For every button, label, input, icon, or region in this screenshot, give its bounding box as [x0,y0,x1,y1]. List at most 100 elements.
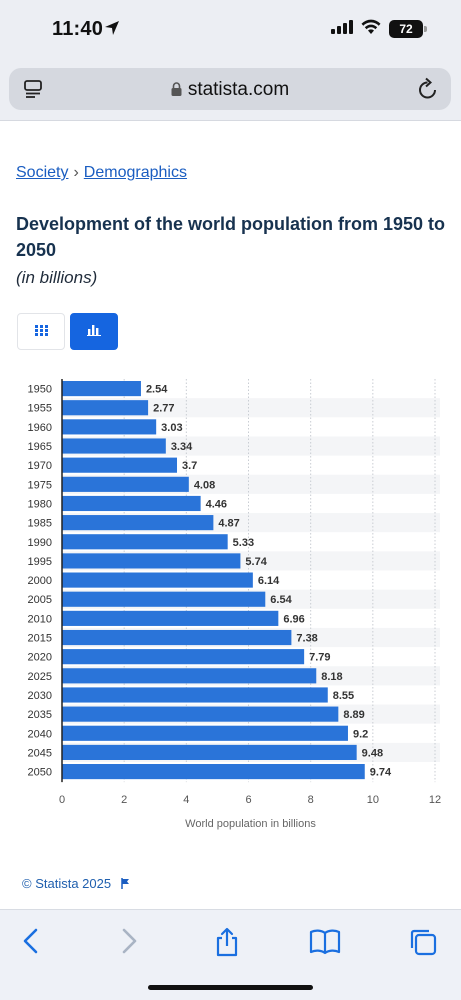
value-label: 8.89 [343,709,364,721]
row-band [62,398,440,418]
bar-2005 [62,591,266,607]
bar-1990 [62,534,228,550]
bar-1955 [62,400,149,416]
x-axis-title: World population in billions [185,818,316,830]
x-tick-label: 2 [121,794,127,806]
bar-1980 [62,495,201,512]
x-tick-label: 8 [308,794,314,806]
x-tick-label: 12 [429,794,441,806]
value-label: 4.46 [206,498,227,510]
bar-2045 [62,744,357,760]
x-tick-label: 6 [245,794,251,806]
category-label: 1950 [28,384,52,396]
x-tick-label: 4 [183,794,189,806]
flag-icon [120,877,130,892]
category-label: 2020 [28,652,52,664]
url-display[interactable]: statista.com [9,79,451,102]
bookmarks-icon[interactable] [309,927,341,960]
bar-1970 [62,457,178,473]
breadcrumb-demographics-link[interactable]: Demographics [83,164,187,181]
value-label: 7.38 [296,633,317,645]
category-label: 2005 [28,594,52,606]
category-label: 2045 [28,747,52,759]
chart-view-button[interactable] [70,313,118,350]
page-title: Development of the world population from… [16,214,446,260]
value-label: 5.74 [245,556,267,568]
value-label: 4.08 [194,479,215,491]
home-indicator [148,985,313,990]
bar-2010 [62,610,279,626]
category-label: 2030 [28,690,52,702]
status-time: 11:40 [52,18,104,40]
value-label: 6.54 [270,594,292,606]
bar-1975 [62,476,189,492]
breadcrumb-separator: › [73,164,79,181]
category-label: 1980 [28,498,52,510]
category-label: 2010 [28,613,52,625]
share-icon[interactable] [213,927,241,962]
bar-chart-icon [87,323,101,341]
value-label: 5.33 [233,537,254,549]
category-label: 1985 [28,518,52,530]
bar-2035 [62,706,339,722]
category-label: 1975 [28,479,52,491]
back-icon[interactable] [20,927,42,960]
bar-1995 [62,553,241,569]
status-indicators: 72 [331,19,427,39]
table-view-button[interactable] [17,313,65,350]
category-label: 1960 [28,422,52,434]
page-menu-icon[interactable] [23,79,43,104]
signal-icon [331,19,353,39]
bar-2050 [62,764,365,780]
tabs-icon[interactable] [408,927,438,962]
bar-2030 [62,687,328,703]
location-arrow-icon [104,20,120,41]
address-bar[interactable]: statista.com [9,68,451,110]
category-label: 2035 [28,709,52,721]
value-label: 9.74 [370,767,392,779]
view-toggle [17,313,118,350]
category-label: 2015 [28,633,52,645]
value-label: 3.03 [161,422,182,434]
lock-icon [171,80,182,102]
value-label: 7.79 [309,652,330,664]
url-text: statista.com [187,79,290,100]
value-label: 9.2 [353,728,368,740]
bar-1985 [62,515,214,531]
category-label: 1965 [28,441,52,453]
browser-chrome: 11:40 72 statista.com [0,0,461,121]
bar-2040 [62,725,348,741]
bar-2020 [62,649,305,665]
value-label: 4.87 [218,518,239,530]
battery-icon: 72 [389,20,427,38]
category-label: 1990 [28,537,52,549]
population-bar-chart: 1950 2.54 1955 2.77 1960 3.03 1965 3.34 1970 3.7 1… [28,379,441,830]
wifi-icon [361,19,381,39]
forward-icon[interactable] [118,927,140,960]
category-label: 1970 [28,460,52,472]
bar-2015 [62,629,292,646]
bar-1960 [62,419,157,435]
copyright-notice[interactable]: © Statista 2025 [22,876,130,892]
value-label: 3.7 [182,460,197,472]
value-label: 8.18 [321,671,342,683]
value-label: 2.54 [146,384,168,396]
chart-container: 1950 2.54 1955 2.77 1960 3.03 1965 3.34 1970 3.7 1… [0,370,461,840]
value-label: 3.34 [171,441,193,453]
copyright-text: © Statista 2025 [22,876,112,891]
bar-1965 [62,438,166,454]
breadcrumb-society-link[interactable]: Society [16,164,69,181]
value-label: 8.55 [333,690,354,702]
chart-subtitle: (in billions) [16,268,98,287]
value-label: 9.48 [362,747,383,759]
x-tick-label: 0 [59,794,65,806]
reload-icon[interactable] [417,77,439,106]
category-label: 1955 [28,403,52,415]
bar-2025 [62,668,317,684]
category-label: 2050 [28,767,52,779]
category-label: 2000 [28,575,52,587]
bar-2000 [62,572,253,588]
category-label: 2025 [28,671,52,683]
grid-icon [34,323,48,341]
browser-toolbar [0,909,461,1000]
